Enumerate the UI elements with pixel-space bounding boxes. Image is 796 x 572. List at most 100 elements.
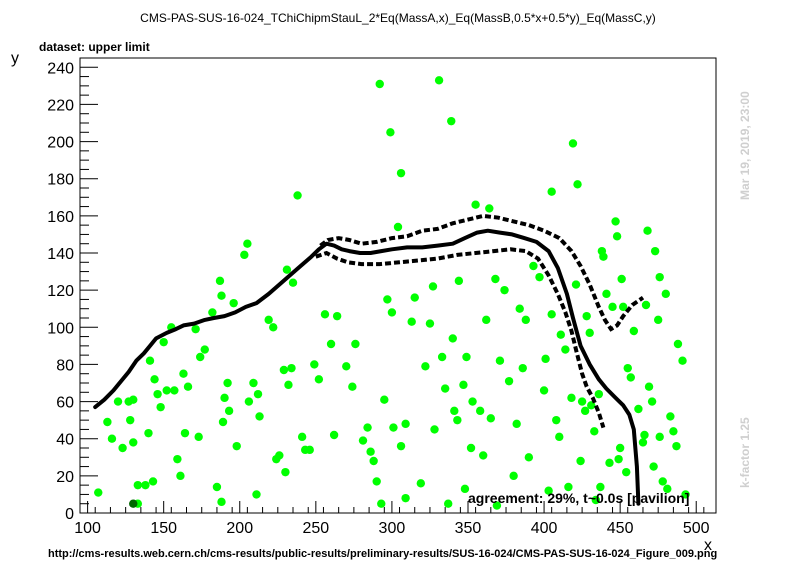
data-point — [218, 417, 228, 427]
data-point — [453, 415, 462, 425]
data-point — [580, 406, 590, 416]
agreement-label: agreement: 29%, t~0.0s [pavilion] — [468, 490, 690, 506]
data-point — [539, 386, 549, 395]
expected-contour-line — [93, 228, 641, 506]
data-point — [401, 419, 410, 429]
y-tick-label: 180 — [47, 172, 74, 189]
data-point — [577, 397, 587, 406]
data-point — [103, 417, 112, 427]
data-point — [150, 375, 159, 384]
data-point — [179, 369, 188, 378]
data-point — [475, 406, 485, 416]
data-point — [326, 339, 336, 349]
data-point — [416, 479, 426, 488]
data-point — [491, 274, 500, 284]
data-point — [552, 415, 561, 425]
data-point — [240, 250, 249, 260]
data-point — [590, 427, 599, 436]
data-point — [366, 447, 375, 456]
data-point — [594, 389, 604, 399]
data-point — [466, 443, 476, 453]
data-point — [159, 337, 168, 347]
data-point — [421, 362, 430, 371]
data-point — [544, 486, 553, 495]
data-point — [244, 397, 254, 406]
data-point — [342, 362, 351, 371]
x-axis-title: x — [704, 537, 712, 554]
data-point — [243, 239, 252, 248]
data-point — [144, 428, 153, 438]
data-point — [573, 180, 582, 189]
data-point — [191, 324, 200, 334]
data-point — [387, 308, 397, 317]
data-point — [658, 477, 667, 486]
data-point — [386, 128, 395, 137]
data-point — [459, 380, 468, 390]
data-point — [118, 443, 127, 453]
data-point — [535, 272, 544, 282]
data-point — [180, 428, 190, 438]
data-point — [492, 501, 502, 510]
data-point — [471, 200, 480, 209]
data-point — [626, 373, 635, 382]
data-point — [162, 386, 171, 395]
data-point — [655, 432, 664, 442]
data-point — [518, 363, 527, 373]
data-point — [223, 378, 232, 388]
data-point — [287, 363, 296, 373]
data-point — [450, 406, 459, 416]
data-point — [644, 382, 654, 391]
x-tick-label: 100 — [74, 520, 101, 537]
data-point — [547, 187, 556, 196]
data-point — [430, 425, 439, 434]
y-tick-label: 60 — [56, 395, 74, 412]
data-point — [264, 315, 273, 325]
data-point — [524, 453, 534, 462]
data-point — [279, 365, 289, 375]
data-point — [634, 404, 643, 414]
data-point — [669, 427, 678, 436]
data-point — [681, 490, 690, 499]
data-point — [504, 376, 514, 386]
data-point — [297, 432, 307, 442]
data-point — [629, 326, 639, 336]
data-point — [612, 232, 622, 241]
y-tick-label: 220 — [47, 97, 74, 114]
data-point — [212, 482, 222, 492]
y-tick-label: 40 — [56, 432, 74, 449]
data-point — [440, 384, 450, 393]
data-point — [252, 490, 261, 499]
data-point — [170, 386, 179, 395]
y-tick-label: 120 — [47, 283, 74, 300]
data-point — [605, 458, 614, 468]
data-point — [614, 454, 623, 464]
data-point — [94, 488, 103, 497]
data-point — [608, 302, 617, 312]
data-point — [599, 252, 608, 261]
data-point — [224, 406, 234, 416]
data-point — [183, 382, 193, 391]
data-point — [200, 345, 209, 354]
data-point — [585, 328, 594, 338]
data-point — [663, 484, 672, 494]
data-point — [582, 311, 591, 321]
data-point — [288, 278, 298, 287]
data-point — [641, 300, 651, 310]
x-tick-label: 350 — [455, 520, 482, 537]
data-point — [515, 304, 524, 313]
y-tick-label: 160 — [47, 209, 74, 226]
data-point — [462, 352, 471, 362]
data-point — [173, 454, 182, 464]
data-point — [196, 352, 205, 362]
data-point — [314, 375, 324, 384]
data-point — [650, 246, 660, 256]
data-point — [281, 467, 290, 477]
data-point — [176, 471, 185, 481]
data-point — [425, 319, 435, 328]
exclusion-contours — [93, 213, 645, 506]
data-point — [253, 389, 263, 399]
data-point — [547, 310, 556, 319]
data-point — [351, 339, 360, 349]
data-point — [643, 226, 652, 235]
